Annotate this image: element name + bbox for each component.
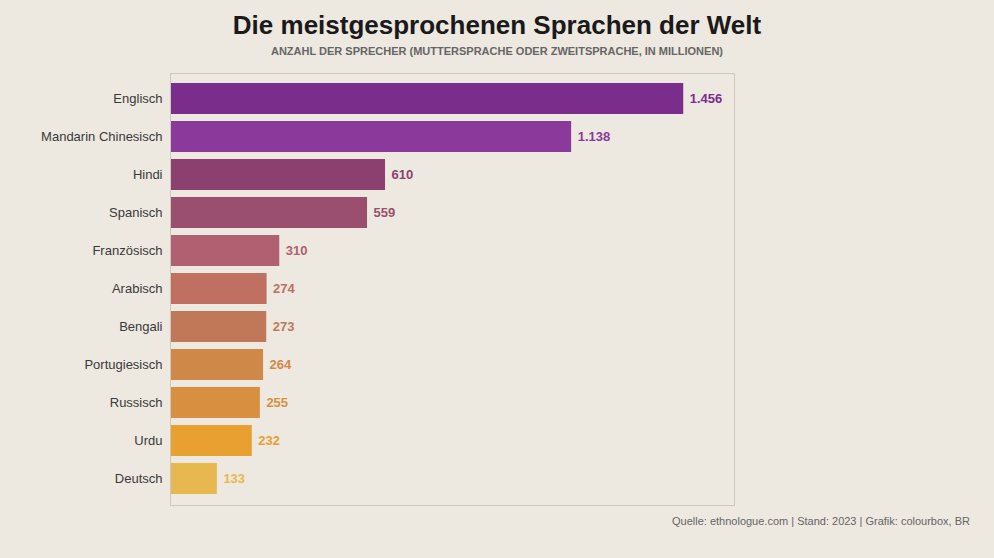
svg-text:Spanisch: Spanisch [109,205,162,220]
svg-text:Portugiesisch: Portugiesisch [84,357,162,372]
svg-text:Urdu: Urdu [134,433,162,448]
svg-text:Bengali: Bengali [119,319,162,334]
svg-text:310: 310 [286,243,308,258]
svg-text:Französisch: Französisch [92,243,162,258]
svg-text:264: 264 [270,357,292,372]
svg-text:Englisch: Englisch [113,91,162,106]
svg-text:Deutsch: Deutsch [115,471,163,486]
html-text:Quelle: ethnologue.com | Stand: Quelle: ethnologue.com | Stand: 2023 | G… [672,515,970,527]
svg-text:559: 559 [374,205,396,220]
svg-text:255: 255 [266,395,288,410]
svg-text:1.138: 1.138 [578,129,611,144]
svg-text:273: 273 [273,319,295,334]
svg-text:133: 133 [223,471,245,486]
svg-text:274: 274 [273,281,295,296]
html-text:ANZAHL DER SPRECHER (MUTTERSPR: ANZAHL DER SPRECHER (MUTTERSPRACHE ODER … [271,45,723,57]
svg-text:232: 232 [258,433,280,448]
svg-text:Arabisch: Arabisch [112,281,163,296]
svg-text:Hindi: Hindi [133,167,163,182]
svg-text:610: 610 [392,167,414,182]
svg-text:Mandarin Chinesisch: Mandarin Chinesisch [41,129,162,144]
svg-text:Russisch: Russisch [110,395,163,410]
svg-text:1.456: 1.456 [690,91,723,106]
html-text:Die meistgesprochenen Sprachen: Die meistgesprochenen Sprachen der Welt [232,10,762,40]
